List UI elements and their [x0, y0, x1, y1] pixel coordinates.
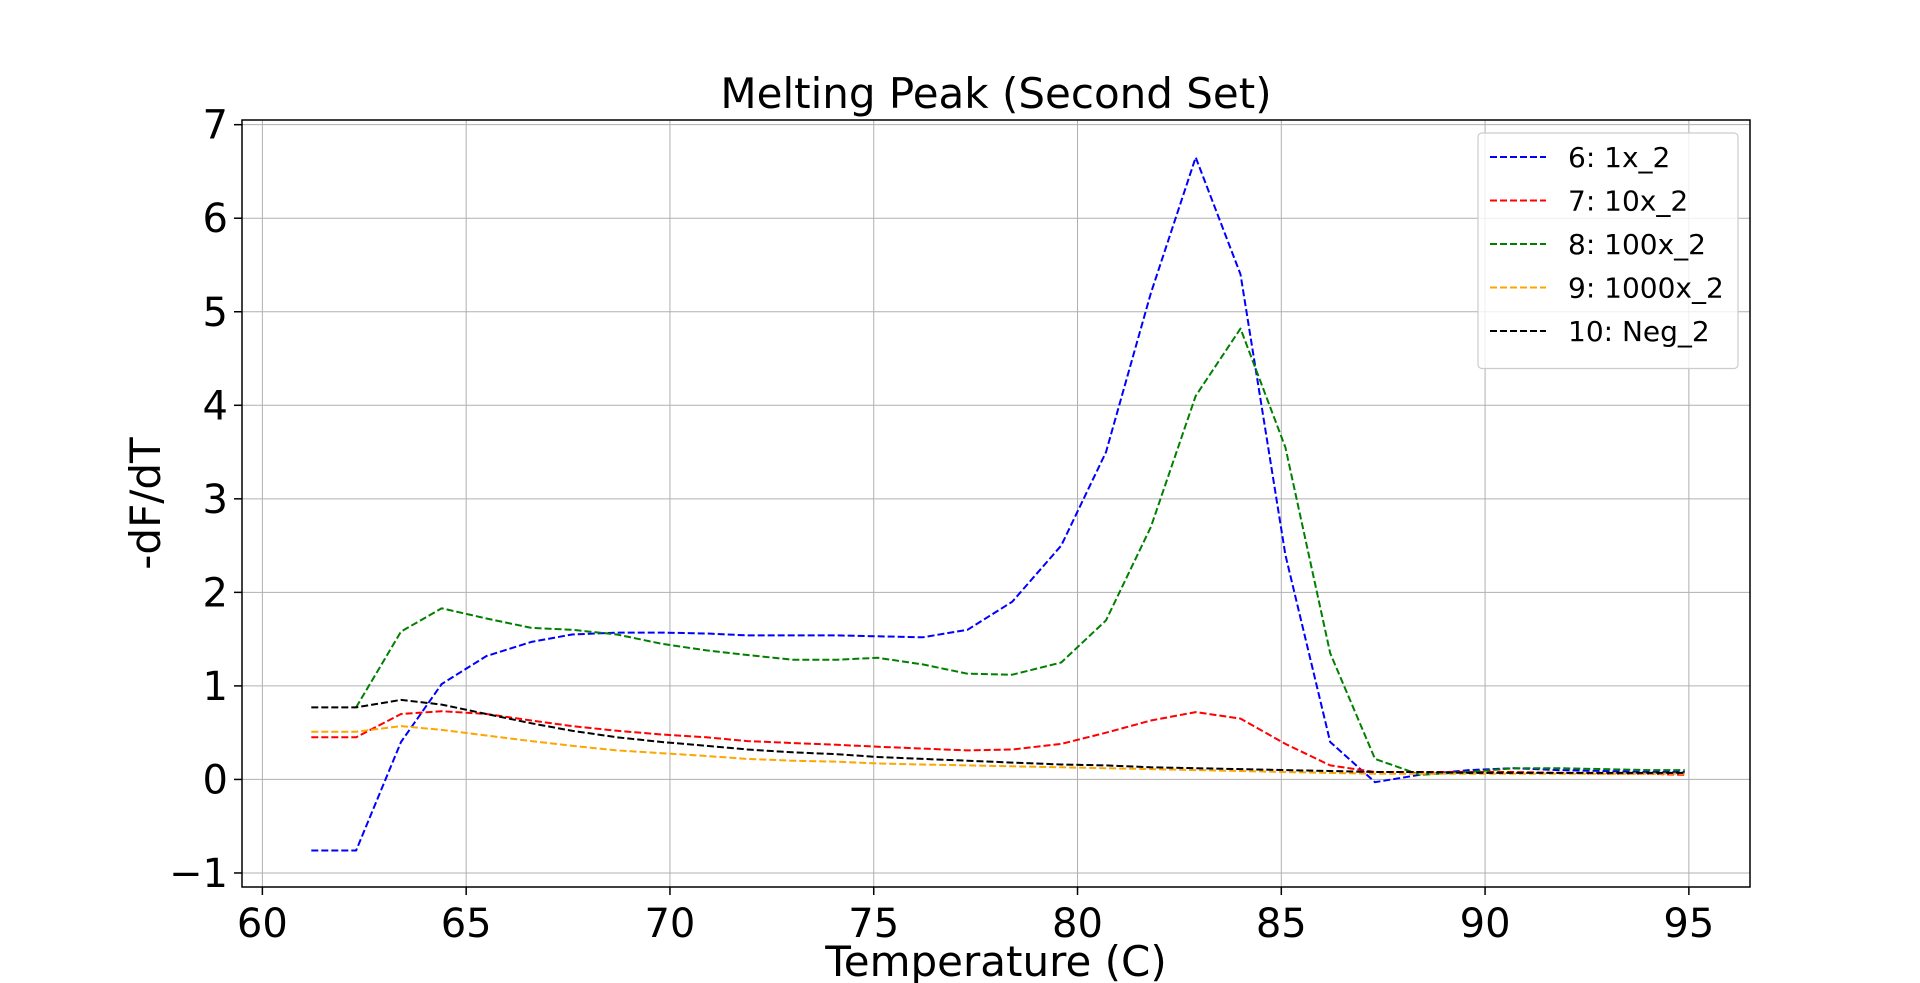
legend-label: 8: 100x_2 [1568, 228, 1706, 261]
y-tick-label: 6 [203, 196, 228, 242]
legend-items: 6: 1x_2 7: 10x_2 8: 100x_2 9: 1000x_2 10: Ne… [1490, 141, 1724, 348]
x-tick-label: 90 [1460, 901, 1511, 947]
legend-label: 6: 1x_2 [1568, 141, 1670, 174]
legend-label: 9: 1000x_2 [1568, 272, 1724, 305]
y-tick-label: 2 [203, 570, 228, 616]
x-tick-label: 80 [1052, 901, 1103, 947]
series-layer [311, 156, 1685, 852]
y-tick-label: −1 [169, 851, 228, 897]
grid-layer [242, 120, 1750, 887]
x-tick-label: 75 [848, 901, 899, 947]
series-line [311, 725, 1685, 775]
y-axis-label: -dF/dT [121, 437, 170, 570]
series-line [311, 698, 1685, 774]
y-tick-label: 4 [203, 383, 228, 429]
plot-frame [241, 119, 1751, 888]
tick-layer: 60 65 70 75 80 85 90 95 −1 0 1 2 3 4 5 6 7 [169, 103, 1714, 947]
x-tick-label: 85 [1256, 901, 1307, 947]
chart-title: Melting Peak (Second Set) [720, 69, 1271, 118]
series-line [311, 710, 1685, 776]
x-tick-label: 60 [237, 901, 288, 947]
y-tick-label: 7 [203, 103, 228, 149]
series-line [311, 156, 1685, 852]
x-axis-label: Temperature (C) [824, 937, 1167, 983]
y-tick-label: 0 [203, 757, 228, 803]
x-tick-label: 95 [1663, 901, 1714, 947]
y-tick-label: 5 [203, 290, 228, 336]
y-tick-label: 3 [203, 477, 228, 523]
legend-box [1477, 132, 1739, 370]
legend: 6: 1x_2 7: 10x_2 8: 100x_2 9: 1000x_2 10: Ne… [1477, 132, 1739, 370]
x-tick-label: 70 [644, 901, 695, 947]
y-tick-label: 1 [203, 664, 228, 710]
legend-label: 10: Neg_2 [1568, 315, 1710, 348]
x-tick-label: 65 [441, 901, 492, 947]
legend-label: 7: 10x_2 [1568, 185, 1688, 218]
